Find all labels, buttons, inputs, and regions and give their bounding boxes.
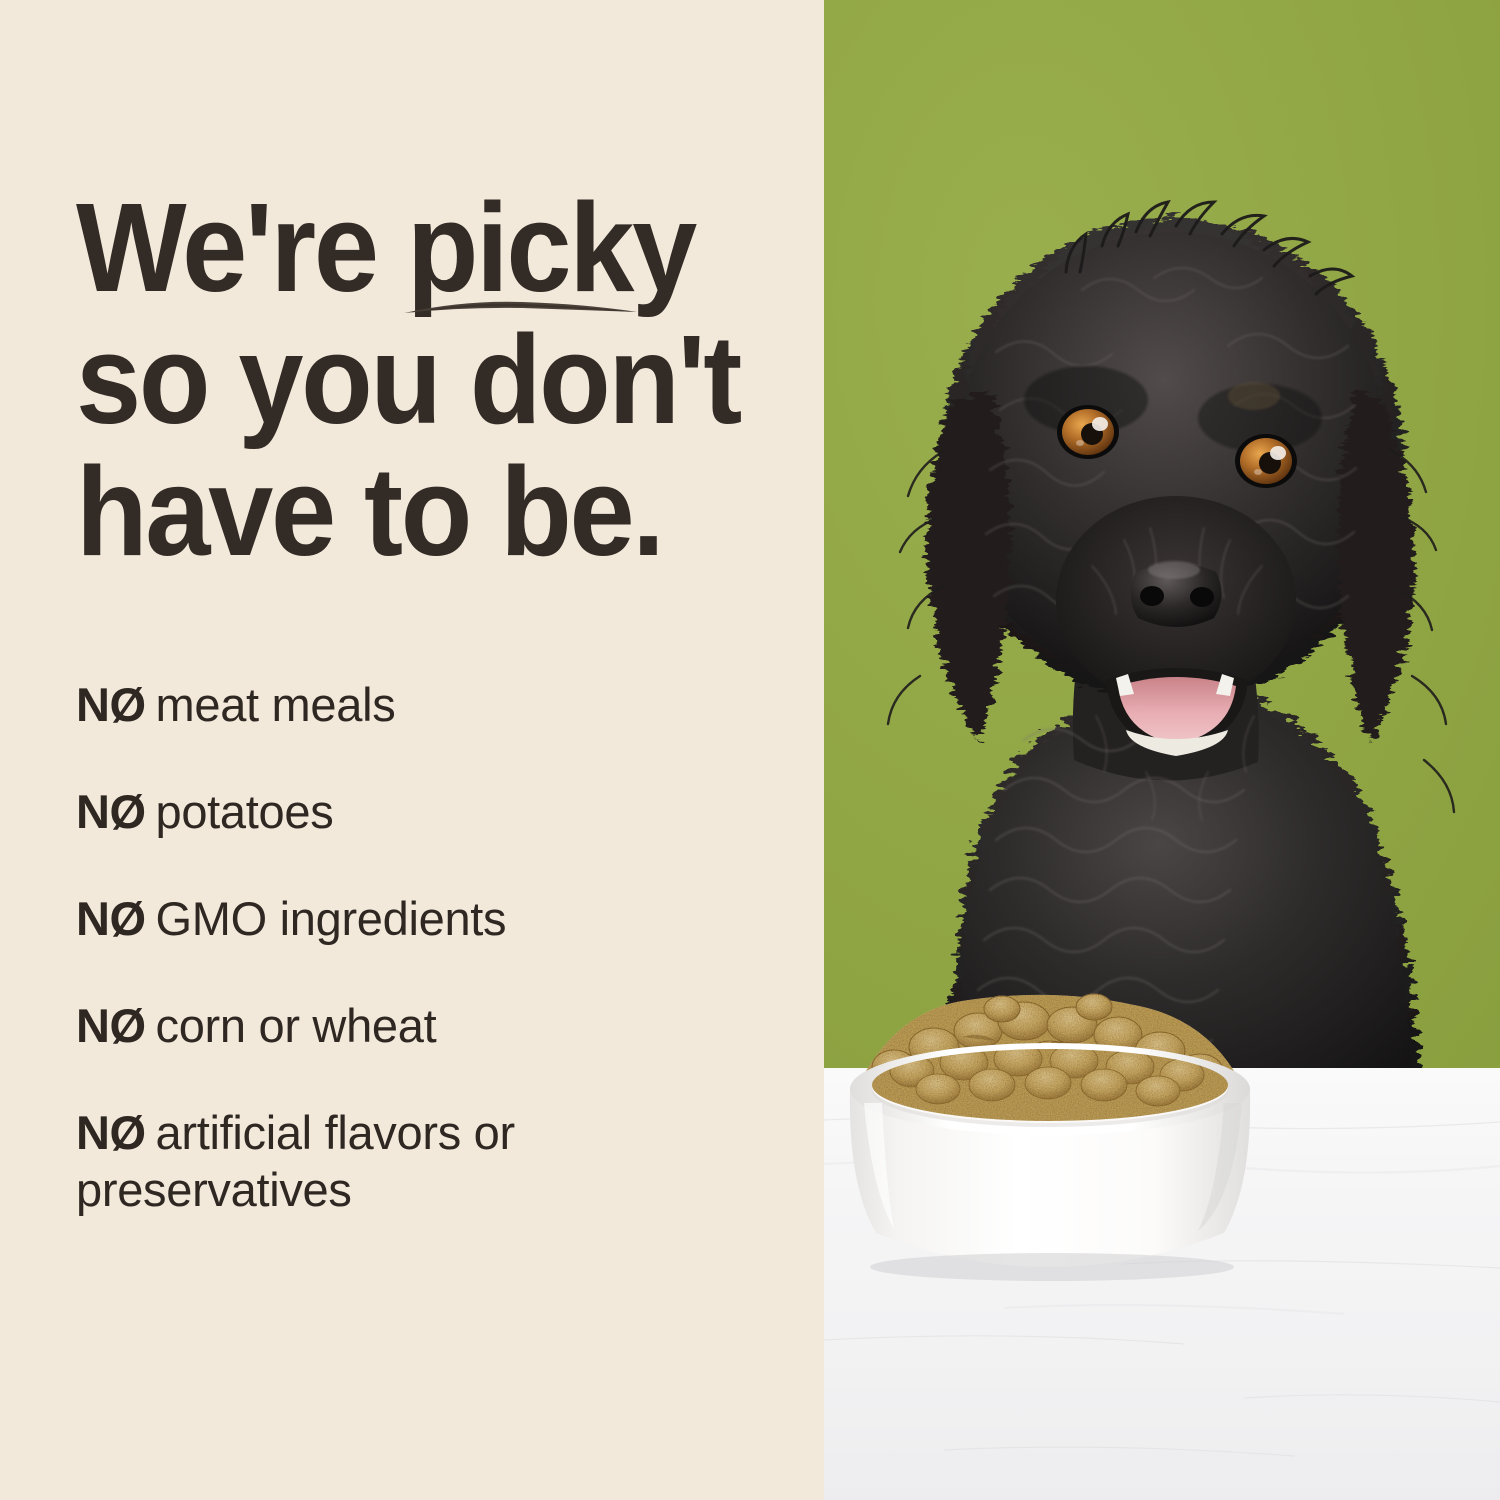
- list-item: NØ corn or wheat: [76, 997, 716, 1054]
- list-item-label: corn or wheat: [155, 999, 437, 1052]
- no-mark-icon: NØ: [76, 785, 146, 838]
- copy-panel: We're picky so you don't have to be. NØ m…: [76, 181, 743, 1218]
- headline-line-3: have to be.: [76, 441, 665, 582]
- product-photo-panel: [824, 0, 1500, 1500]
- headline-line-1: We're picky: [76, 182, 727, 314]
- list-item-label: potatoes: [155, 785, 334, 838]
- bowl-body: [849, 1089, 1251, 1267]
- list-item-label: meat meals: [155, 678, 396, 731]
- no-mark-icon: NØ: [76, 999, 146, 1052]
- no-mark-icon: NØ: [76, 678, 146, 731]
- dog-eye-right: [1235, 434, 1297, 488]
- page-title: We're picky so you don't have to be.: [76, 182, 742, 582]
- dog-photo: [886, 199, 1456, 1110]
- dog-nose: [1130, 561, 1222, 627]
- dog-food-bowl: [849, 993, 1251, 1281]
- list-item-label: GMO ingredients: [155, 892, 507, 945]
- no-mark-icon: NØ: [76, 1106, 146, 1159]
- headline-emphasis-word: picky: [404, 182, 697, 314]
- no-mark-icon: NØ: [76, 892, 146, 945]
- headline-line-1-prefix: We're: [76, 177, 407, 318]
- claims-list: NØ meat meals NØ potatoes NØ GMO ingredient…: [76, 676, 716, 1218]
- list-item: NØ meat meals: [76, 676, 716, 733]
- dog-eye-left: [1057, 405, 1119, 459]
- list-item: NØ potatoes: [76, 783, 716, 840]
- headline-line-2: so you don't: [76, 309, 742, 450]
- dog-mouth: [1106, 668, 1248, 756]
- headline-picky-text: picky: [406, 177, 697, 318]
- list-item: NØ artificial flavors or preservatives: [76, 1104, 716, 1218]
- list-item-label: artificial flavors or preservatives: [76, 1106, 515, 1216]
- list-item: NØ GMO ingredients: [76, 890, 716, 947]
